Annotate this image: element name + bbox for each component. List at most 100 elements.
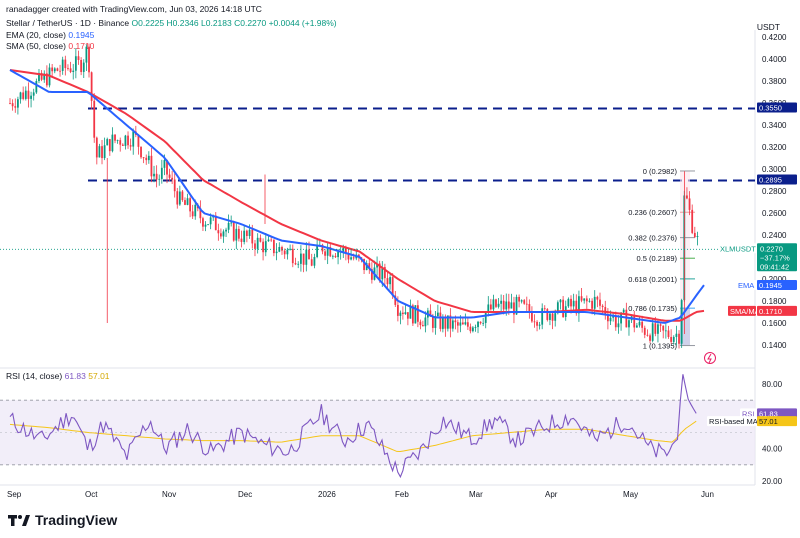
sma-line	[9, 69, 705, 322]
price-badge-text: −37.17%	[760, 253, 790, 262]
candle-up	[434, 316, 437, 328]
level-badge-0355-bg	[757, 102, 797, 113]
rsi-tag-bg	[740, 408, 756, 419]
candle-down	[155, 173, 158, 180]
candle-down	[585, 298, 588, 302]
fib-level-label: 0.382 (0.2376)	[628, 234, 677, 243]
candle-up	[53, 68, 56, 72]
fib-level-label: 0.618 (0.2001)	[628, 275, 677, 284]
sma-badge-bg	[757, 305, 797, 316]
sma-legend-line[interactable]: SMA (50, close) 0.1710	[6, 41, 337, 53]
symbol-line: Stellar / TetherUS · 1D · Binance O0.222…	[6, 18, 337, 30]
candle-down	[429, 310, 432, 317]
candle-up	[664, 330, 667, 332]
candle-down	[479, 321, 482, 324]
candle-down	[562, 299, 565, 317]
candle-down	[302, 253, 305, 265]
rsi-legend[interactable]: RSI (14, close) 61.83 57.01	[6, 371, 110, 381]
candle-down	[202, 218, 204, 227]
candle-up	[609, 317, 612, 322]
candle-up	[209, 217, 212, 225]
candle-down	[391, 277, 394, 296]
candle-down	[370, 269, 373, 280]
tradingview-logo[interactable]: TradingView	[8, 512, 117, 528]
candle-down	[189, 198, 192, 212]
price-symbol-tag-bg	[718, 243, 756, 254]
candle-up	[227, 222, 230, 230]
candle-up	[98, 146, 101, 158]
fib-level-label: 0.786 (0.1735)	[628, 304, 677, 313]
fib-level-label: 0.5 (0.2189)	[637, 254, 678, 263]
candle-down	[329, 246, 332, 257]
candle-down	[575, 300, 578, 314]
candle-up	[186, 198, 189, 205]
time-tick-label: Jun	[701, 490, 714, 499]
candle-up	[588, 300, 591, 302]
candle-down	[368, 263, 371, 270]
candle-up	[230, 222, 233, 224]
candle-down	[145, 157, 148, 161]
candle-up	[414, 305, 417, 324]
fib-level-label: 0 (0.2982)	[643, 167, 678, 176]
rsi-pane	[0, 374, 755, 479]
candle-up	[680, 300, 683, 344]
price-tick-label: 0.2400	[762, 231, 787, 240]
time-tick-label: Dec	[238, 490, 252, 499]
rsi-tick-label: 40.00	[762, 445, 783, 454]
candle-up	[657, 324, 659, 334]
candle-down	[643, 327, 646, 335]
symbol-title[interactable]: Stellar / TetherUS · 1D · Binance	[6, 18, 130, 28]
candle-up	[441, 317, 444, 329]
candle-up	[111, 134, 114, 152]
candle-up	[160, 167, 163, 179]
price-tick-label: 0.3200	[762, 143, 787, 152]
candle-up	[331, 255, 334, 257]
candle-down	[693, 232, 696, 237]
candle-up	[505, 301, 508, 310]
candle-up	[500, 300, 503, 304]
candle-down	[114, 134, 116, 141]
rsi-ma-badge-bg	[757, 416, 797, 427]
candle-up	[194, 204, 197, 217]
price-badge-text: 0.2270	[760, 244, 783, 253]
candle-up	[72, 70, 75, 72]
candle-down	[237, 228, 240, 239]
candle-up	[554, 313, 557, 321]
rsi-ma-badge: 57.01	[759, 417, 778, 426]
price-tick-label: 0.2000	[762, 275, 787, 284]
candle-up	[404, 312, 407, 315]
candle-down	[469, 326, 472, 332]
price-tick-label: 0.4000	[762, 55, 787, 64]
candle-up	[106, 139, 109, 146]
candle-down	[184, 200, 186, 205]
rsi-legend-label: RSI (14, close)	[6, 371, 63, 381]
candle-up	[399, 312, 402, 316]
candle-up	[267, 239, 270, 242]
candle-down	[291, 248, 294, 264]
candle-up	[85, 46, 88, 63]
candle-down	[570, 298, 572, 307]
candle-down	[90, 72, 93, 101]
candle-up	[672, 336, 675, 342]
candle-down	[495, 299, 497, 307]
candle-down	[601, 305, 604, 308]
candle-down	[654, 323, 657, 334]
candle-down	[173, 179, 176, 192]
candle-up	[74, 56, 77, 71]
candle-up	[225, 229, 227, 232]
candle-down	[166, 160, 168, 175]
rsi-legend-value: 61.83	[64, 371, 86, 381]
ema-legend-line[interactable]: EMA (20, close) 0.1945	[6, 30, 337, 42]
candle-up	[275, 251, 278, 254]
candle-up	[464, 322, 467, 325]
sma-tag-bg	[728, 305, 756, 316]
candle-up	[436, 312, 439, 317]
candle-down	[439, 312, 442, 329]
candle-up	[628, 320, 630, 328]
candle-up	[510, 302, 513, 309]
candle-down	[411, 305, 414, 324]
candle-down	[633, 316, 636, 328]
candle-down	[591, 300, 593, 309]
currency-label[interactable]: USDT	[756, 22, 780, 32]
